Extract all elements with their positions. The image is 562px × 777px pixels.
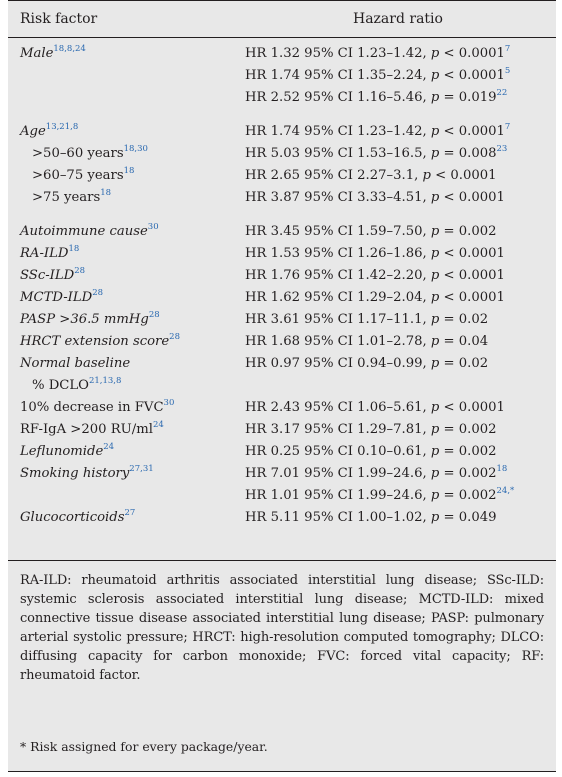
risk-factor-cell: MCTD-ILD28 [20, 287, 104, 305]
risk-factor-cell: RA-ILD18 [20, 243, 80, 261]
risk-factor-table: Risk factor Hazard ratio Male18,8,24 HR … [8, 0, 556, 561]
risk-factor-cell: % DCLO21,13,8 [32, 375, 122, 393]
risk-factor-cell: Leflunomide24 [20, 441, 115, 459]
reference-link[interactable]: 18 [123, 165, 135, 176]
reference-link[interactable]: 24 [152, 419, 164, 430]
table-row: HR 1.74 95% CI 1.35–2.24, p < 0.00015 [8, 65, 556, 87]
table-row: Glucocorticoids27 HR 5.11 95% CI 1.00–1.… [8, 507, 556, 529]
hazard-ratio-cell: HR 1.53 95% CI 1.26–1.86, p < 0.0001 [245, 246, 505, 261]
hazard-ratio-cell: HR 0.97 95% CI 0.94–0.99, p = 0.02 [245, 356, 489, 371]
hazard-ratio-cell: HR 5.03 95% CI 1.53–16.5, p = 0.00823 [245, 143, 508, 161]
table-header: Risk factor Hazard ratio [8, 1, 556, 38]
reference-link[interactable]: 21,13,8 [88, 375, 122, 386]
reference-link[interactable]: 28 [74, 265, 86, 276]
abbreviations-note: RA-ILD: rheumatoid arthritis associated … [20, 573, 544, 683]
table-row: RA-ILD18 HR 1.53 95% CI 1.26–1.86, p < 0… [8, 243, 556, 265]
header-risk-factor: Risk factor [20, 11, 98, 27]
table-row: RF-IgA >200 RU/ml24 HR 3.17 95% CI 1.29–… [8, 419, 556, 441]
reference-link[interactable]: 18 [496, 463, 508, 474]
table-row: Normal baseline HR 0.97 95% CI 0.94–0.99… [8, 353, 556, 375]
hazard-ratio-cell: HR 1.74 95% CI 1.35–2.24, p < 0.00015 [245, 65, 511, 83]
table-row: >50–60 years18,30 HR 5.03 95% CI 1.53–16… [8, 143, 556, 165]
table-row: Smoking history27,31 HR 7.01 95% CI 1.99… [8, 463, 556, 485]
hazard-ratio-cell: HR 1.76 95% CI 1.42–2.20, p < 0.0001 [245, 268, 505, 283]
hazard-ratio-cell: HR 1.68 95% CI 1.01–2.78, p = 0.04 [245, 334, 489, 349]
risk-factor-cell: Normal baseline [20, 356, 131, 371]
table-row: HR 1.01 95% CI 1.99–24.6, p = 0.00224,* [8, 485, 556, 507]
reference-link[interactable]: 18 [100, 187, 112, 198]
risk-factor-cell: Autoimmune cause30 [20, 221, 159, 239]
reference-link[interactable]: 23 [496, 143, 508, 154]
reference-link[interactable]: 27,31 [129, 463, 154, 474]
hazard-ratio-cell: HR 3.17 95% CI 1.29–7.81, p = 0.002 [245, 422, 497, 437]
table-row: Age13,21,8 HR 1.74 95% CI 1.23–1.42, p <… [8, 121, 556, 143]
risk-factor-cell: Male18,8,24 [20, 43, 86, 61]
table-row: >60–75 years18 HR 2.65 95% CI 2.27–3.1, … [8, 165, 556, 187]
risk-factor-cell: Age13,21,8 [20, 121, 79, 139]
risk-factor-cell: 10% decrease in FVC30 [20, 397, 175, 415]
risk-factor-cell: >60–75 years18 [32, 165, 135, 183]
asterisk-note: * Risk assigned for every package/year. [20, 739, 268, 754]
reference-link[interactable]: 28 [169, 331, 180, 342]
reference-link[interactable]: 7 [504, 121, 511, 132]
reference-link[interactable]: 30 [163, 397, 175, 408]
hazard-ratio-cell: HR 1.32 95% CI 1.23–1.42, p < 0.00017 [245, 43, 511, 61]
reference-link[interactable]: 22 [496, 87, 508, 98]
hazard-ratio-cell: HR 2.65 95% CI 2.27–3.1, p < 0.0001 [245, 168, 497, 183]
hazard-ratio-cell: HR 2.52 95% CI 1.16–5.46, p = 0.01922 [245, 87, 508, 105]
reference-link[interactable]: 7 [504, 43, 511, 54]
reference-link[interactable]: 5 [504, 65, 511, 76]
risk-factor-cell: Smoking history27,31 [20, 463, 154, 481]
table-row: Leflunomide24 HR 0.25 95% CI 0.10–0.61, … [8, 441, 556, 463]
hazard-ratio-cell: HR 1.01 95% CI 1.99–24.6, p = 0.00224,* [245, 485, 515, 503]
reference-link[interactable]: 18,8,24 [53, 43, 86, 54]
table-row: SSc-ILD28 HR 1.76 95% CI 1.42–2.20, p < … [8, 265, 556, 287]
hazard-ratio-cell: HR 0.25 95% CI 0.10–0.61, p = 0.002 [245, 444, 497, 459]
table-row: 10% decrease in FVC30 HR 2.43 95% CI 1.0… [8, 397, 556, 419]
risk-factor-cell: RF-IgA >200 RU/ml24 [20, 419, 164, 437]
hazard-ratio-cell: HR 5.11 95% CI 1.00–1.02, p = 0.049 [245, 510, 497, 525]
risk-factor-cell: SSc-ILD28 [20, 265, 86, 283]
reference-link[interactable]: 28 [92, 287, 104, 298]
reference-link[interactable]: 24 [103, 441, 115, 452]
table-row: MCTD-ILD28 HR 1.62 95% CI 1.29–2.04, p <… [8, 287, 556, 309]
risk-factor-cell: PASP >36.5 mmHg28 [20, 309, 160, 327]
table-row: HRCT extension score28 HR 1.68 95% CI 1.… [8, 331, 556, 353]
hazard-ratio-cell: HR 7.01 95% CI 1.99–24.6, p = 0.00218 [245, 463, 508, 481]
reference-link[interactable]: 18 [68, 243, 80, 254]
risk-factor-cell: Glucocorticoids27 [20, 507, 136, 525]
risk-factor-cell: >75 years18 [32, 187, 112, 205]
reference-link[interactable]: 24,* [496, 485, 515, 496]
hazard-ratio-cell: HR 2.43 95% CI 1.06–5.61, p < 0.0001 [245, 400, 505, 415]
risk-factor-cell: >50–60 years18,30 [32, 143, 148, 161]
hazard-ratio-cell: HR 1.62 95% CI 1.29–2.04, p < 0.0001 [245, 290, 505, 305]
reference-link[interactable]: 30 [147, 221, 159, 232]
hazard-ratio-cell: HR 1.74 95% CI 1.23–1.42, p < 0.00017 [245, 121, 511, 139]
risk-factor-cell: HRCT extension score28 [20, 331, 180, 349]
reference-link[interactable]: 13,21,8 [45, 121, 79, 132]
table-row: Male18,8,24 HR 1.32 95% CI 1.23–1.42, p … [8, 43, 556, 65]
reference-link[interactable]: 27 [124, 507, 136, 518]
header-hazard-ratio: Hazard ratio [353, 11, 443, 27]
table-row: % DCLO21,13,8 [8, 375, 556, 397]
hazard-ratio-cell: HR 3.87 95% CI 3.33–4.51, p < 0.0001 [245, 190, 505, 205]
hazard-ratio-cell: HR 3.45 95% CI 1.59–7.50, p = 0.002 [245, 224, 497, 239]
reference-link[interactable]: 28 [148, 309, 160, 320]
hazard-ratio-cell: HR 3.61 95% CI 1.17–11.1, p = 0.02 [245, 312, 489, 327]
reference-link[interactable]: 18,30 [123, 143, 148, 154]
table-row: Autoimmune cause30 HR 3.45 95% CI 1.59–7… [8, 221, 556, 243]
table-row: HR 2.52 95% CI 1.16–5.46, p = 0.01922 [8, 87, 556, 109]
table-row: PASP >36.5 mmHg28 HR 3.61 95% CI 1.17–11… [8, 309, 556, 331]
table-footnotes: RA-ILD: rheumatoid arthritis associated … [8, 560, 556, 772]
table-row: >75 years18 HR 3.87 95% CI 3.33–4.51, p … [8, 187, 556, 209]
